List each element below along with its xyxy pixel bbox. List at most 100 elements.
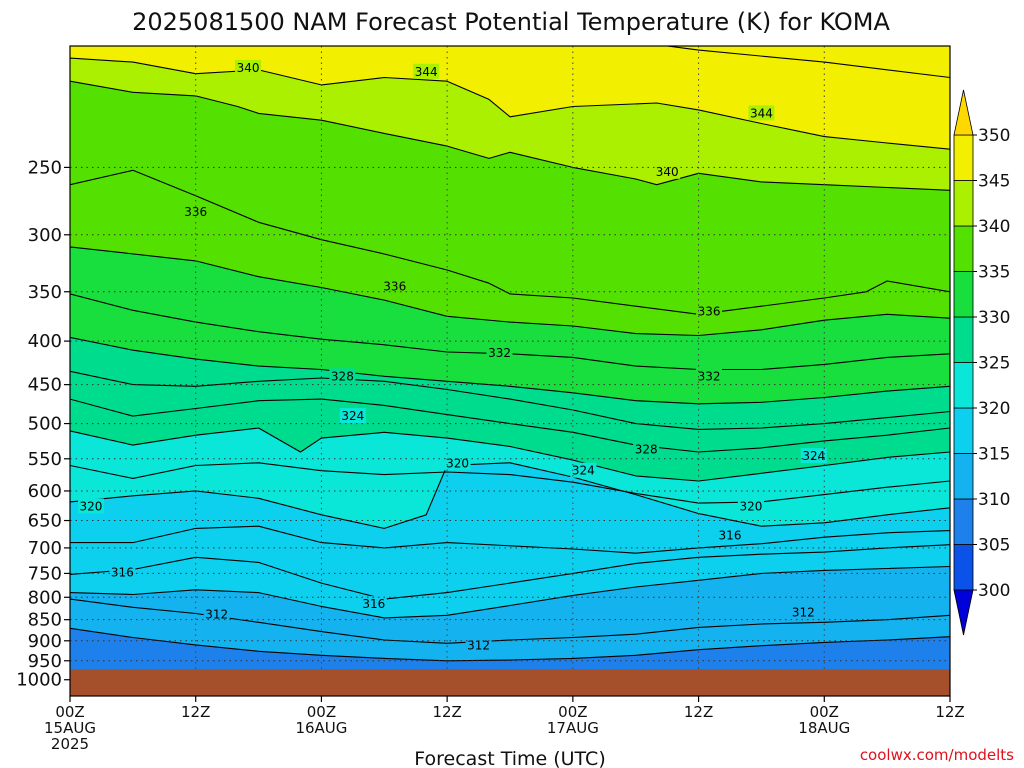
contour-label-group: 340 bbox=[235, 59, 262, 75]
x-tick-label: 00Z bbox=[558, 703, 587, 721]
contour-label-320: 320 bbox=[739, 500, 762, 514]
colorbar-label: 310 bbox=[978, 490, 1010, 510]
contour-label-bg bbox=[696, 368, 723, 384]
contour-label-312: 312 bbox=[467, 639, 490, 653]
contour-label-group: 336 bbox=[696, 303, 723, 319]
contour-label-group: 312 bbox=[203, 606, 230, 622]
colorbar-label: 330 bbox=[978, 308, 1010, 328]
colorbar-segment bbox=[953, 134, 974, 181]
isentrope-314 bbox=[70, 565, 950, 619]
colorbar-label: 325 bbox=[978, 354, 1010, 374]
y-tick-label: 650 bbox=[28, 511, 62, 532]
band-324-326 bbox=[70, 399, 950, 481]
isentrope-320 bbox=[70, 462, 950, 529]
contour-label-bg bbox=[381, 278, 408, 294]
color-bands bbox=[70, 46, 950, 696]
isentrope-336 bbox=[70, 169, 950, 315]
contour-label-340: 340 bbox=[656, 165, 679, 179]
contour-label-332: 332 bbox=[698, 369, 721, 383]
contour-label-bg bbox=[203, 606, 230, 622]
plot-area: 3483443443403403363363363323323283283243… bbox=[70, 46, 950, 696]
contour-label-332: 332 bbox=[488, 346, 511, 360]
colorbar-label: 315 bbox=[978, 445, 1010, 465]
band-328-330 bbox=[70, 337, 950, 430]
contour-label-group: 324 bbox=[570, 462, 597, 478]
x-tick-label: 12Z bbox=[181, 703, 210, 721]
isentrope-324 bbox=[70, 427, 950, 482]
contour-label-336: 336 bbox=[383, 279, 406, 293]
colorbar-label: 340 bbox=[978, 217, 1010, 237]
isentrope-328 bbox=[70, 370, 950, 430]
colorbar-label: 350 bbox=[978, 126, 1010, 146]
colorbar-segment bbox=[953, 271, 974, 318]
contour-label-group: 332 bbox=[486, 344, 513, 360]
contour-label-bg bbox=[465, 637, 492, 653]
y-tick-label: 350 bbox=[28, 282, 62, 303]
contour-label-bg bbox=[109, 564, 136, 580]
contour-label-bg bbox=[570, 462, 597, 478]
contour-label-bg bbox=[737, 498, 764, 514]
contour-label-328: 328 bbox=[635, 442, 658, 456]
isentrope-310 bbox=[70, 627, 950, 662]
y-tick-label: 250 bbox=[28, 157, 62, 178]
x-tick-label: 12Z bbox=[684, 703, 713, 721]
y-tick-label: 750 bbox=[28, 563, 62, 584]
x-tick-label: 2025 bbox=[51, 735, 89, 753]
colorbar-segment bbox=[953, 180, 974, 227]
contour-label-340: 340 bbox=[237, 61, 260, 75]
isentrope-330 bbox=[70, 336, 950, 405]
x-tick-label: 00Z bbox=[55, 703, 84, 721]
colorbar-segment bbox=[953, 453, 974, 500]
y-tick-label: 600 bbox=[28, 481, 62, 502]
contour-label-group: 320 bbox=[737, 498, 764, 514]
colorbar: 300 305 310 315 320 325 330 335 340 345 350 bbox=[953, 89, 1010, 636]
contour-label-group: 344 bbox=[413, 63, 440, 79]
contour-label-344: 344 bbox=[750, 106, 773, 120]
colorbar-extend-top bbox=[953, 89, 974, 136]
contour-label-group: 312 bbox=[790, 604, 817, 620]
y-tick-label: 900 bbox=[28, 631, 62, 652]
contour-label-group: 344 bbox=[748, 105, 775, 121]
contour-label-344: 344 bbox=[415, 65, 438, 79]
contour-label-bg bbox=[800, 448, 827, 464]
x-tick-label: 00Z bbox=[810, 703, 839, 721]
plot-frame bbox=[69, 45, 951, 697]
colorbar-segment bbox=[953, 407, 974, 454]
isentrope-340 bbox=[70, 80, 950, 191]
colorbar-label: 300 bbox=[978, 581, 1010, 601]
band-312-314 bbox=[70, 566, 950, 644]
band-340-344 bbox=[70, 58, 950, 191]
grid-lines bbox=[70, 46, 950, 670]
x-tick-label: 17AUG bbox=[547, 719, 599, 737]
band-326-328 bbox=[70, 371, 950, 452]
contour-label-group: 316 bbox=[717, 527, 743, 543]
colorbar-segment bbox=[953, 316, 974, 363]
y-tick-label: 1000 bbox=[16, 670, 62, 691]
contour-label-316: 316 bbox=[111, 565, 134, 579]
y-tick-label: 450 bbox=[28, 375, 62, 396]
contour-label-bg bbox=[360, 596, 387, 612]
x-tick-label: 16AUG bbox=[295, 719, 347, 737]
contour-label-bg bbox=[77, 498, 104, 514]
contour-label-bg bbox=[717, 527, 743, 543]
contour-label-324: 324 bbox=[572, 464, 595, 478]
x-axis-title: Forecast Time (UTC) bbox=[414, 748, 605, 768]
band-316-318 bbox=[70, 526, 950, 600]
contour-label-312: 312 bbox=[792, 606, 815, 620]
x-tick-label: 15AUG bbox=[44, 719, 96, 737]
isentrope-334 bbox=[70, 246, 950, 337]
y-tick-label: 700 bbox=[28, 538, 62, 559]
contour-label-324: 324 bbox=[341, 409, 364, 423]
contour-label-group: 324 bbox=[800, 448, 827, 464]
y-tick-label: 850 bbox=[28, 610, 62, 631]
band-334-336 bbox=[70, 170, 950, 336]
credit-text: coolwx.com/modelts bbox=[860, 746, 1014, 764]
contour-label-312: 312 bbox=[205, 607, 228, 621]
contour-label-320: 320 bbox=[79, 500, 102, 514]
contour-label-bg bbox=[444, 455, 471, 471]
band-332-334 bbox=[70, 246, 950, 370]
contour-label-336: 336 bbox=[698, 304, 721, 318]
contour-label-group: 332 bbox=[696, 368, 723, 384]
x-tick-label: 12Z bbox=[935, 703, 964, 721]
